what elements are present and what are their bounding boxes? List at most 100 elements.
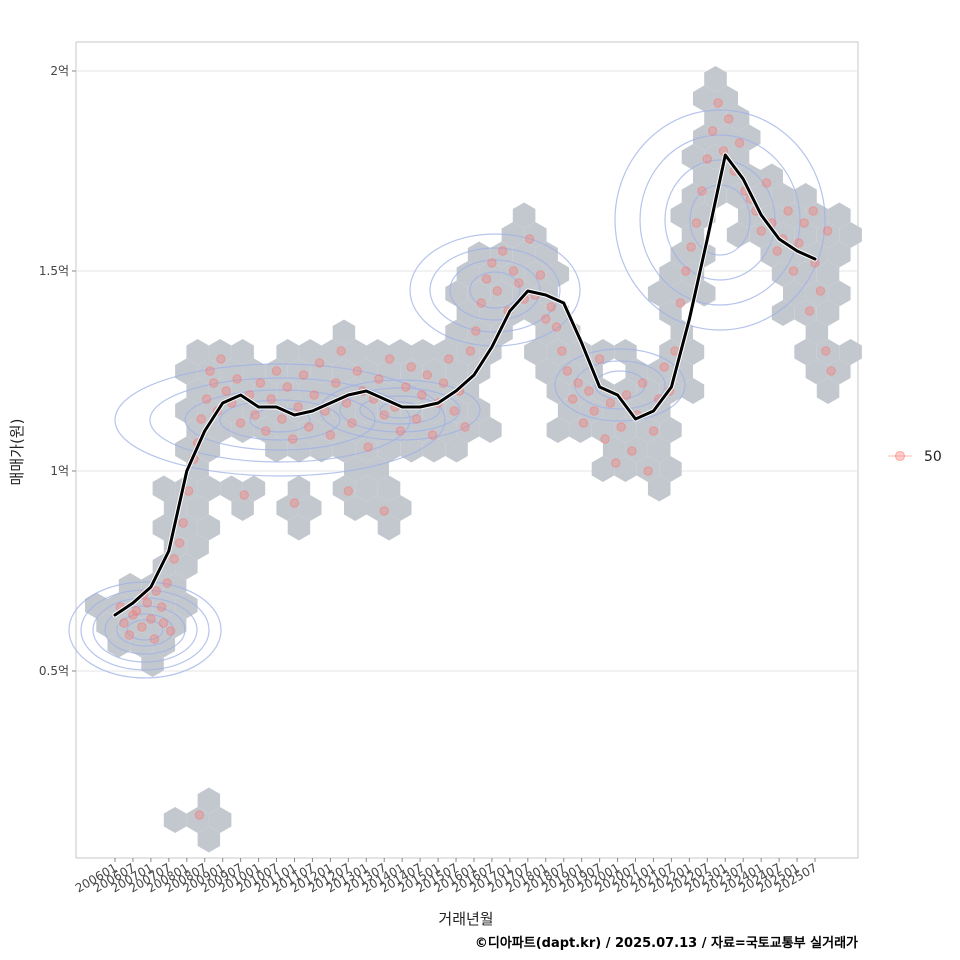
data-point xyxy=(584,386,594,396)
hex-cell xyxy=(647,397,671,424)
hex-cell xyxy=(828,358,851,385)
data-point xyxy=(239,490,249,500)
hex-cell xyxy=(681,378,705,404)
density-contour xyxy=(126,619,164,641)
data-point xyxy=(304,422,314,432)
hex-cell xyxy=(794,183,817,209)
hex-cell xyxy=(614,417,637,443)
hex-cell xyxy=(535,358,558,385)
data-point xyxy=(298,370,309,380)
hex-cell xyxy=(265,397,288,424)
hex-cell xyxy=(467,319,491,346)
data-point xyxy=(401,382,411,392)
data-point xyxy=(406,362,416,372)
data-point xyxy=(216,354,226,364)
data-point xyxy=(293,402,303,412)
data-point xyxy=(232,374,242,384)
hex-cell xyxy=(197,826,221,853)
data-point xyxy=(282,382,292,392)
density-contour xyxy=(359,395,441,425)
hex-cell xyxy=(186,495,209,521)
hex-cell xyxy=(479,417,502,443)
hex-cell xyxy=(794,339,817,365)
data-point xyxy=(128,610,138,620)
data-point xyxy=(589,406,599,416)
data-point xyxy=(697,186,707,196)
hex-cell xyxy=(580,397,603,424)
hex-cell xyxy=(276,495,299,521)
hex-cell xyxy=(783,280,806,307)
data-point xyxy=(681,266,691,276)
density-contour xyxy=(574,360,666,410)
data-point xyxy=(611,458,621,468)
hex-cell xyxy=(434,339,457,365)
hex-cell xyxy=(512,241,536,268)
data-point xyxy=(783,206,793,216)
axes: 0.5억1억1.5억2억2006012006072007012007072008… xyxy=(39,64,820,896)
data-point xyxy=(341,398,352,408)
data-point xyxy=(578,418,589,428)
data-point xyxy=(379,506,389,516)
hex-cell xyxy=(366,339,389,365)
hex-cell xyxy=(805,319,829,346)
data-point xyxy=(309,390,319,400)
data-point xyxy=(822,226,833,236)
data-point xyxy=(799,218,809,228)
hex-cell xyxy=(422,358,446,385)
data-point xyxy=(261,426,271,436)
data-point xyxy=(551,322,562,332)
data-point xyxy=(487,258,497,268)
hex-cell xyxy=(231,339,254,365)
hex-cell xyxy=(693,85,716,112)
hex-cell xyxy=(445,280,468,307)
data-point xyxy=(314,358,325,368)
data-point xyxy=(804,306,815,316)
hex-cell xyxy=(377,475,401,502)
hex-cell xyxy=(816,339,840,365)
hex-cell xyxy=(670,280,693,307)
hex-cell xyxy=(557,358,581,385)
data-point xyxy=(221,386,232,396)
hex-cell xyxy=(479,261,502,287)
hex-cell xyxy=(445,436,468,463)
hex-cell xyxy=(332,319,356,346)
hex-cell xyxy=(344,495,367,521)
data-point xyxy=(142,598,153,608)
hex-cell xyxy=(197,787,221,814)
hex-cell xyxy=(726,105,750,131)
data-point xyxy=(616,422,626,432)
hex-cell xyxy=(839,339,862,365)
density-contour xyxy=(116,613,174,647)
data-point xyxy=(277,414,287,424)
hex-cell xyxy=(344,339,367,365)
density-contour xyxy=(639,134,801,306)
data-point xyxy=(621,390,632,400)
hex-cell xyxy=(760,163,783,190)
hex-cell xyxy=(816,378,840,404)
data-point xyxy=(808,206,818,216)
hex-cell xyxy=(175,514,198,541)
data-point xyxy=(174,538,185,548)
plot-panel xyxy=(75,41,859,859)
hex-cell xyxy=(693,124,716,151)
data-point xyxy=(691,218,702,228)
hex-cell xyxy=(389,339,412,365)
data-point xyxy=(815,286,826,296)
hex-cell xyxy=(659,456,682,482)
hex-cell xyxy=(771,300,795,326)
data-point xyxy=(638,378,648,388)
data-point xyxy=(146,614,156,624)
data-point xyxy=(165,626,176,636)
data-point xyxy=(659,362,669,372)
hex-cell xyxy=(287,514,311,541)
data-point xyxy=(196,414,206,424)
hex-cell xyxy=(355,436,378,463)
hex-cell xyxy=(704,105,727,131)
data-point xyxy=(422,370,432,380)
data-point xyxy=(201,394,212,404)
data-point xyxy=(756,226,766,236)
hex-cell xyxy=(715,124,738,151)
hex-cell xyxy=(208,807,232,833)
density-contour xyxy=(149,377,411,463)
hex-cell xyxy=(107,592,131,619)
